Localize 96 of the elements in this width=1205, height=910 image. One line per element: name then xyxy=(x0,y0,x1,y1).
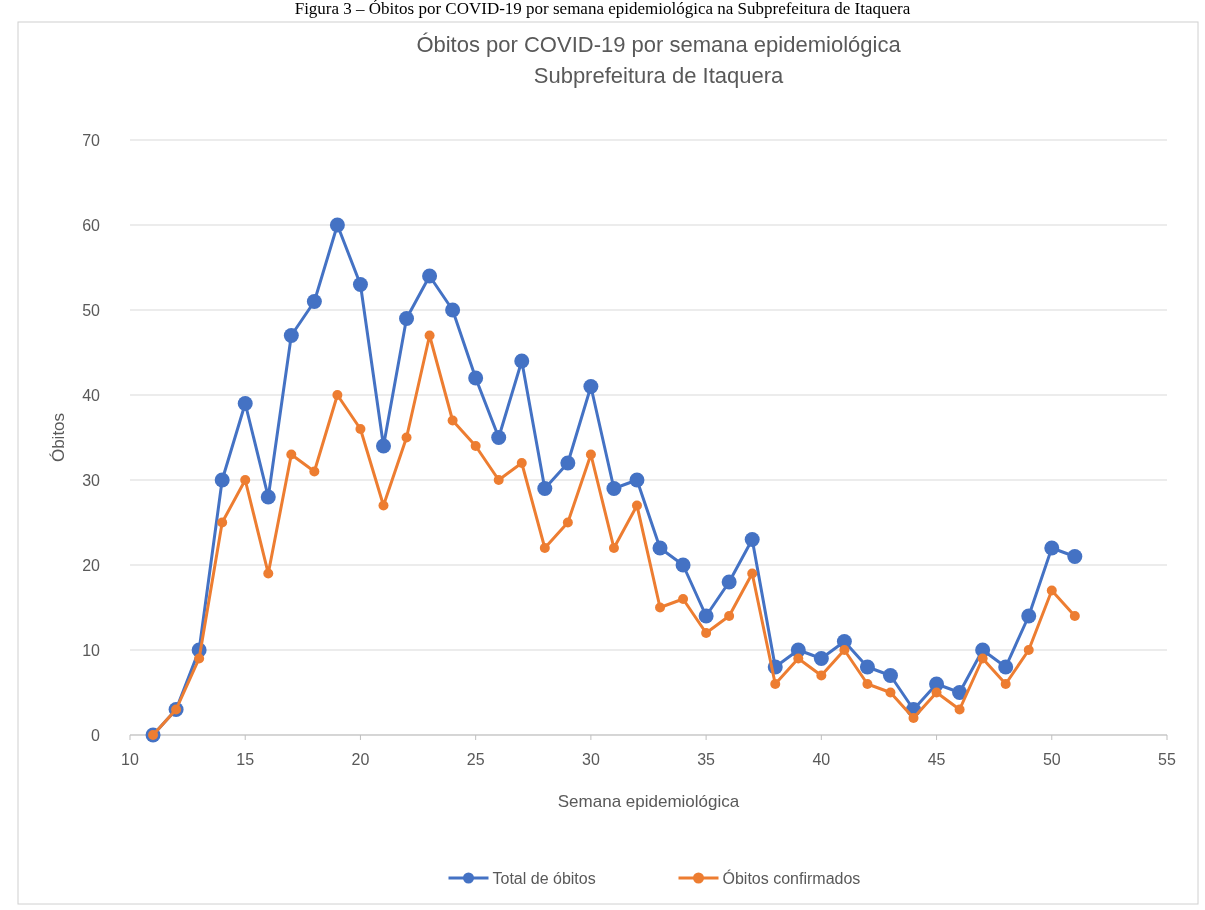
point xyxy=(701,628,712,638)
x-tick-label: 10 xyxy=(121,751,139,768)
point xyxy=(931,687,942,698)
point xyxy=(629,472,645,488)
point xyxy=(882,668,898,683)
point xyxy=(908,713,919,723)
point xyxy=(306,294,322,309)
point xyxy=(770,679,781,689)
y-tick-label: 0 xyxy=(91,727,101,744)
point xyxy=(885,687,896,698)
x-tick-label: 50 xyxy=(1042,751,1061,768)
point xyxy=(332,390,343,400)
point xyxy=(240,475,251,485)
point xyxy=(675,557,691,573)
point xyxy=(514,353,530,369)
point xyxy=(583,379,599,394)
point xyxy=(399,311,415,326)
point xyxy=(1067,549,1083,564)
x-tick-label: 30 xyxy=(581,751,600,768)
point xyxy=(1069,611,1080,621)
point xyxy=(977,653,988,664)
y-tick-label: 50 xyxy=(82,302,101,319)
point xyxy=(952,685,968,700)
y-axis-title: Óbitos xyxy=(49,412,68,463)
y-tick-label: 10 xyxy=(82,642,101,659)
point xyxy=(424,330,435,341)
point xyxy=(562,517,573,528)
point xyxy=(194,653,205,664)
point xyxy=(839,645,850,655)
point xyxy=(585,449,596,460)
point xyxy=(468,370,484,386)
point xyxy=(1046,585,1057,596)
point xyxy=(744,532,760,547)
point xyxy=(608,543,619,553)
x-tick-label: 25 xyxy=(466,751,485,768)
x-axis-title: Semana epidemiológica xyxy=(557,792,740,811)
point xyxy=(263,568,274,579)
point xyxy=(1044,540,1060,556)
point xyxy=(422,268,438,284)
point xyxy=(447,415,458,426)
legend-label: Total de óbitos xyxy=(492,870,596,887)
point xyxy=(1021,608,1037,624)
point xyxy=(375,438,391,454)
y-tick-label: 70 xyxy=(82,132,101,149)
point xyxy=(378,500,389,511)
point xyxy=(516,458,527,468)
point xyxy=(214,472,230,488)
point xyxy=(560,455,576,471)
point xyxy=(309,466,320,477)
point xyxy=(859,659,875,675)
point xyxy=(747,568,758,579)
point xyxy=(286,449,297,460)
x-tick-label: 45 xyxy=(927,751,946,768)
point xyxy=(862,679,873,689)
point xyxy=(793,653,804,664)
x-tick-label: 20 xyxy=(351,751,370,768)
point xyxy=(606,481,622,496)
point xyxy=(721,574,737,590)
chart-subtitle: Subprefeitura de Itaquera xyxy=(533,63,785,88)
x-tick-label: 35 xyxy=(697,751,716,768)
point xyxy=(329,217,345,233)
point xyxy=(445,302,461,318)
point xyxy=(537,481,553,496)
point xyxy=(401,432,412,443)
legend-label: Óbitos confirmados xyxy=(722,869,861,887)
point xyxy=(355,424,366,434)
point xyxy=(998,659,1014,675)
x-tick-label: 55 xyxy=(1158,751,1176,768)
point xyxy=(724,611,735,621)
point xyxy=(352,277,368,292)
point xyxy=(816,670,827,681)
point xyxy=(678,594,689,604)
point xyxy=(631,500,642,511)
chart-title: Óbitos por COVID-19 por semana epidemiológica xyxy=(416,32,902,57)
point xyxy=(652,540,668,556)
point xyxy=(655,602,666,613)
y-tick-label: 30 xyxy=(82,472,101,489)
point xyxy=(539,543,550,553)
point xyxy=(470,441,481,451)
y-tick-label: 60 xyxy=(82,217,101,234)
point xyxy=(491,430,507,445)
point xyxy=(237,396,253,411)
point xyxy=(493,475,504,485)
text: Figura 3 – Óbitos por COVID-19 por semana epidemiológica na Subprefeitura de Itaquera xyxy=(294,0,911,18)
point xyxy=(813,651,829,666)
point xyxy=(283,328,299,343)
point xyxy=(217,517,228,528)
x-tick-label: 40 xyxy=(812,751,831,768)
point xyxy=(260,489,276,505)
y-tick-label: 40 xyxy=(82,387,101,404)
point xyxy=(1000,679,1011,689)
point xyxy=(698,608,714,624)
point xyxy=(954,704,965,715)
point xyxy=(1023,645,1034,655)
y-tick-label: 20 xyxy=(82,557,101,574)
x-tick-label: 15 xyxy=(236,751,255,768)
